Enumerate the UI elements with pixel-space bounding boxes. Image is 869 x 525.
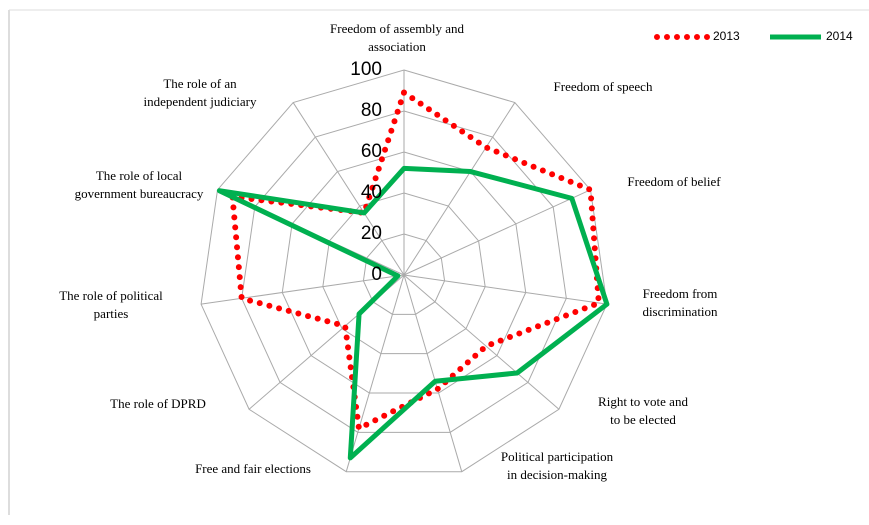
grid-ring [322,192,486,355]
category-label: Freedom of belief [627,174,721,189]
y-tick-label: 0 [371,264,382,285]
category-label: Free and fair elections [195,461,311,476]
category-label: Right to vote and to be elected [598,394,688,427]
category-label: The role of DPRD [110,396,206,411]
grid-ring [362,233,446,315]
category-label: Political participation in decision-makin… [501,449,614,482]
spoke [403,274,607,305]
spoke [403,274,560,410]
category-label: Freedom from discrimination [642,286,718,319]
spoke [403,189,591,276]
spoke [403,274,463,472]
series-line [229,89,602,432]
y-tick-label: 60 [361,141,382,162]
y-tick-label: 40 [361,182,382,203]
category-label: Freedom of assembly and association [330,21,464,54]
spoke [403,102,516,276]
category-label: The role of local government bureaucracy [75,168,204,201]
category-label: The role of an independent judiciary [144,76,257,109]
grid-ring [281,151,527,394]
grid-ring [200,69,608,473]
legend-label: 2014 [826,29,853,43]
category-label: The role of political parties [59,288,163,321]
series-line [216,165,610,461]
spoke [345,274,405,472]
category-label: Freedom of speech [554,79,653,94]
legend-label: 2013 [713,29,740,43]
y-tick-label: 80 [361,100,382,121]
y-tick-label: 100 [350,59,382,80]
spoke [292,102,405,276]
y-tick-label: 20 [361,223,382,244]
spoke [201,274,405,305]
